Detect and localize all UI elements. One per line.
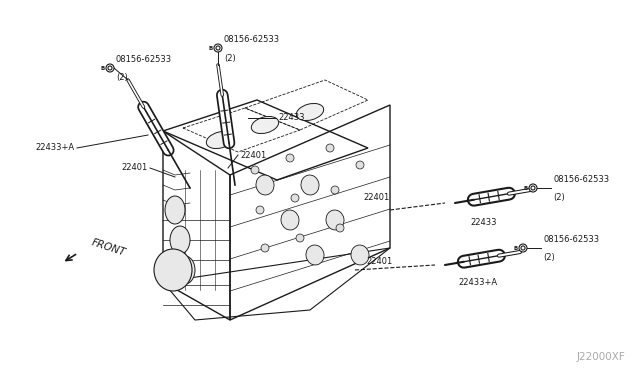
Circle shape [291, 194, 299, 202]
Text: J22000XF: J22000XF [576, 352, 625, 362]
Ellipse shape [252, 116, 278, 134]
Text: (2): (2) [116, 73, 128, 82]
Text: 22433: 22433 [278, 113, 305, 122]
Ellipse shape [301, 175, 319, 195]
Text: (2): (2) [224, 54, 236, 63]
Ellipse shape [165, 196, 185, 224]
Ellipse shape [296, 103, 324, 121]
Circle shape [286, 154, 294, 162]
Ellipse shape [175, 256, 195, 284]
Ellipse shape [306, 245, 324, 265]
Text: 08156-62533: 08156-62533 [553, 175, 609, 184]
Ellipse shape [281, 210, 299, 230]
Text: 22433+A: 22433+A [36, 144, 75, 153]
Text: 22433+A: 22433+A [458, 278, 497, 287]
Circle shape [251, 166, 259, 174]
Ellipse shape [206, 131, 234, 148]
Circle shape [261, 244, 269, 252]
Text: 22401: 22401 [367, 257, 393, 266]
Circle shape [296, 234, 304, 242]
Circle shape [331, 186, 339, 194]
Circle shape [106, 64, 114, 72]
Text: B: B [524, 186, 528, 190]
Circle shape [256, 206, 264, 214]
Ellipse shape [256, 175, 274, 195]
Circle shape [326, 144, 334, 152]
Text: 22433: 22433 [470, 218, 497, 227]
Text: 08156-62533: 08156-62533 [116, 55, 172, 64]
Text: 22401: 22401 [122, 164, 148, 173]
Text: B: B [514, 246, 518, 250]
Circle shape [356, 161, 364, 169]
Text: 22401: 22401 [240, 151, 266, 160]
Text: B: B [100, 65, 105, 71]
Text: 08156-62533: 08156-62533 [543, 235, 599, 244]
Ellipse shape [326, 210, 344, 230]
Text: (2): (2) [543, 253, 555, 262]
Text: 22401: 22401 [364, 193, 390, 202]
Circle shape [336, 224, 344, 232]
Ellipse shape [351, 245, 369, 265]
Text: B: B [209, 45, 213, 51]
Ellipse shape [154, 249, 192, 291]
Text: FRONT: FRONT [90, 238, 127, 258]
Circle shape [529, 184, 537, 192]
Text: (2): (2) [553, 193, 564, 202]
Circle shape [214, 44, 222, 52]
Text: 08156-62533: 08156-62533 [224, 35, 280, 44]
Circle shape [519, 244, 527, 252]
Ellipse shape [170, 226, 190, 254]
